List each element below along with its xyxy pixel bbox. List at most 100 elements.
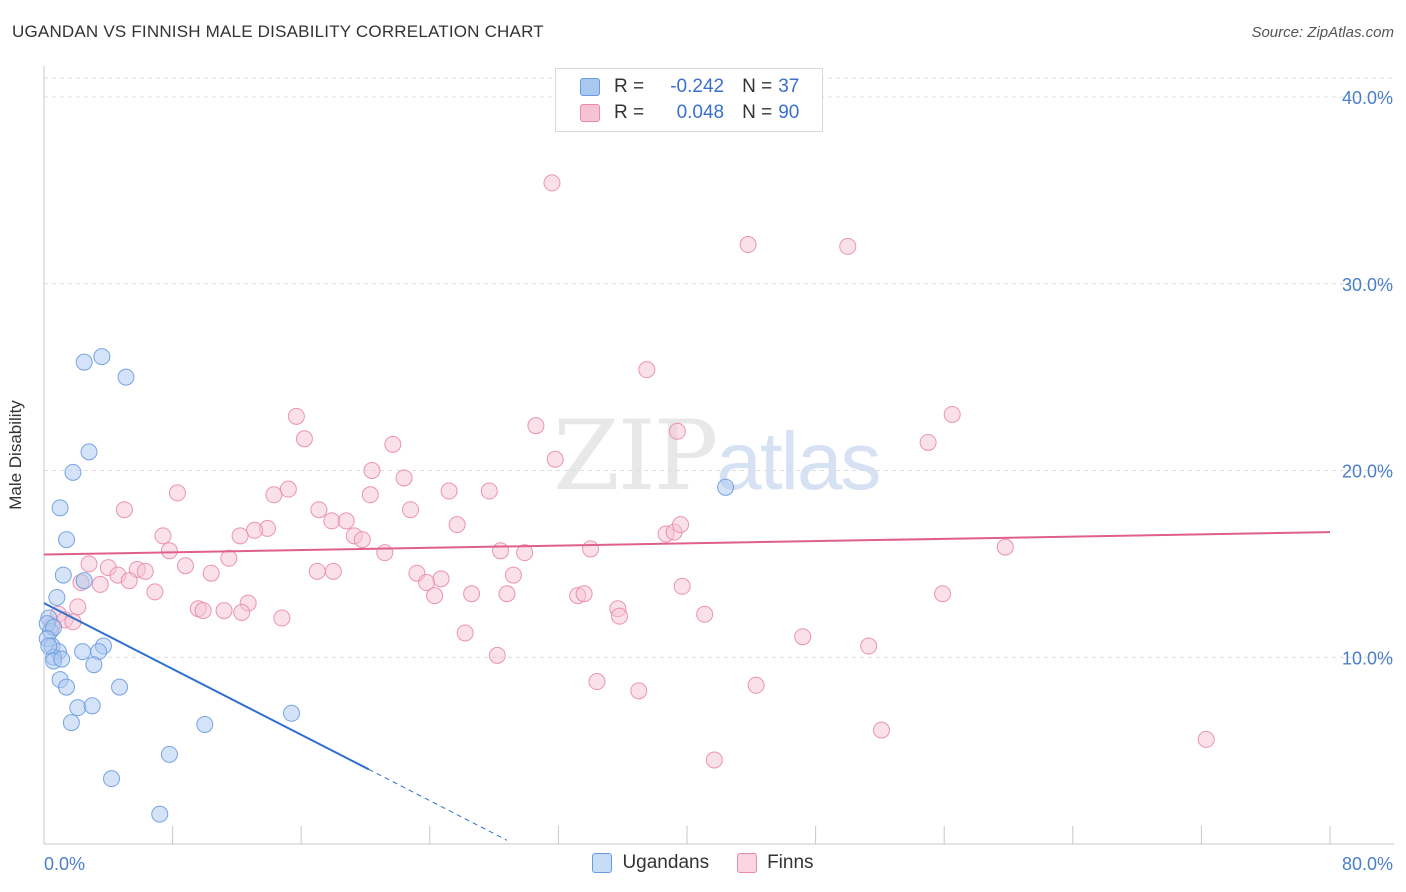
data-point-finns (215, 602, 233, 620)
watermark-zip: ZIP (553, 400, 718, 512)
data-point-finns (456, 624, 474, 642)
data-point-finns (146, 583, 164, 601)
data-point-finns (432, 570, 450, 588)
data-point-ugandans (85, 656, 103, 674)
data-point-finns (384, 435, 402, 453)
data-point-finns (395, 469, 413, 487)
legend-n-value: 37 (778, 76, 800, 97)
stats-legend: R = -0.242 N = 37 R = 0.048 N = 90 (555, 68, 823, 132)
legend-row-finns: R = 0.048 N = 90 (580, 101, 799, 125)
data-point-finns (516, 544, 534, 562)
legend-item-ugandans[interactable]: Ugandans (592, 852, 709, 874)
data-point-ugandans (80, 443, 98, 461)
data-point-finns (440, 482, 458, 500)
trend-line-finns (43, 531, 1331, 556)
chart-title: UGANDAN VS FINNISH MALE DISABILITY CORRE… (12, 22, 544, 41)
x-tick-label: 80.0% (1342, 854, 1393, 874)
source-credit: Source: ZipAtlas.com (1251, 24, 1394, 41)
data-point-finns (194, 602, 212, 620)
data-point-finns (488, 646, 506, 664)
data-point-ugandans (74, 643, 92, 661)
legend-r-value: 0.048 (676, 102, 725, 123)
legend-swatch-finns (580, 104, 600, 122)
data-point-finns (202, 564, 220, 582)
data-point-finns (80, 555, 98, 573)
legend-n-label: N = (742, 76, 773, 97)
data-point-finns (402, 501, 420, 519)
data-point-ugandans (40, 637, 58, 655)
data-point-ugandans (111, 678, 129, 696)
data-point-finns (353, 531, 371, 549)
data-point-ugandans (75, 353, 93, 371)
legend-label-finns: Finns (767, 852, 814, 873)
data-point-ugandans (69, 699, 87, 717)
data-point-finns (220, 549, 238, 567)
data-point-finns (310, 501, 328, 519)
data-point-ugandans (54, 566, 72, 584)
data-point-finns (115, 501, 133, 519)
data-point-finns (543, 174, 561, 192)
data-point-finns (610, 607, 628, 625)
data-point-finns (673, 577, 691, 595)
data-point-finns (176, 557, 194, 575)
data-point-finns (308, 562, 326, 580)
data-point-finns (273, 609, 291, 627)
data-point-ugandans (283, 704, 301, 722)
data-point-finns (480, 482, 498, 500)
data-point-ugandans (53, 650, 71, 668)
data-point-ugandans (64, 463, 82, 481)
data-point-finns (287, 407, 305, 425)
data-point-finns (860, 637, 878, 655)
data-point-finns (160, 542, 178, 560)
data-point-finns (739, 236, 757, 254)
data-point-ugandans (160, 745, 178, 763)
data-point-ugandans (93, 348, 111, 366)
data-point-ugandans (83, 697, 101, 715)
data-point-finns (839, 237, 857, 255)
data-point-finns (265, 486, 283, 504)
watermark: ZIPatlas (553, 400, 881, 512)
data-point-ugandans (717, 478, 735, 496)
data-point-finns (1197, 730, 1215, 748)
data-point-finns (575, 585, 593, 603)
data-point-ugandans (75, 572, 93, 590)
data-point-finns (233, 603, 251, 621)
data-point-finns (668, 422, 686, 440)
data-point-ugandans (117, 368, 135, 386)
legend-item-finns[interactable]: Finns (737, 852, 814, 874)
data-point-finns (324, 562, 342, 580)
data-point-ugandans (151, 805, 169, 823)
data-point-finns (337, 512, 355, 530)
data-point-ugandans (103, 770, 121, 788)
data-point-finns (279, 480, 297, 498)
data-point-finns (630, 682, 648, 700)
data-point-finns (136, 562, 154, 580)
data-point-finns (794, 628, 812, 646)
legend-row-ugandans: R = -0.242 N = 37 (580, 75, 799, 99)
data-point-finns (672, 516, 690, 534)
y-tick-label: 40.0% (1342, 88, 1393, 108)
data-point-finns (919, 433, 937, 451)
legend-n-label: N = (742, 102, 773, 123)
data-point-finns (231, 527, 249, 545)
data-point-finns (492, 542, 510, 560)
series-legend: Ugandans Finns (0, 852, 1406, 874)
legend-n-value: 90 (778, 102, 800, 123)
legend-label-ugandans: Ugandans (622, 852, 710, 873)
data-point-finns (934, 585, 952, 603)
legend-r-label: R = (614, 76, 645, 97)
data-point-finns (361, 486, 379, 504)
data-point-finns (295, 430, 313, 448)
data-point-ugandans (58, 678, 76, 696)
legend-r-label: R = (614, 102, 645, 123)
legend-r-value: -0.242 (670, 76, 725, 97)
data-point-ugandans (51, 499, 69, 517)
data-point-finns (363, 462, 381, 479)
legend-swatch-ugandans (592, 853, 613, 873)
data-point-finns (504, 566, 522, 584)
data-point-ugandans (196, 715, 214, 733)
data-point-ugandans (48, 588, 66, 606)
data-point-finns (323, 512, 341, 530)
data-point-finns (463, 585, 481, 603)
